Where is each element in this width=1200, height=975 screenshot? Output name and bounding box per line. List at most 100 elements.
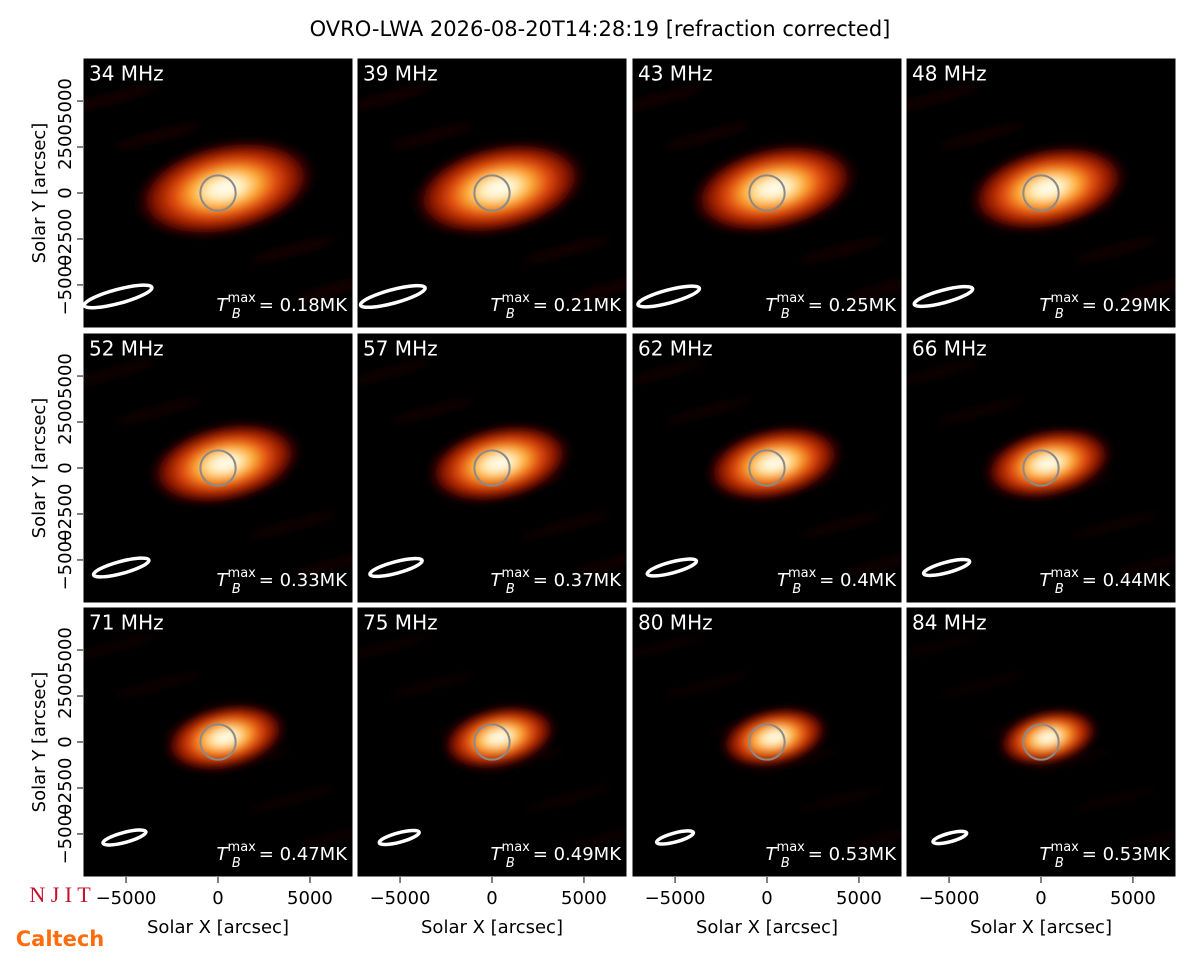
tb-symbol: T	[1040, 570, 1053, 591]
beam	[636, 284, 702, 309]
panel-image	[906, 333, 1176, 603]
tb-sub: B	[1055, 307, 1064, 322]
streak	[798, 511, 886, 539]
y-axis-label: Solar Y [arcsec]	[29, 123, 50, 264]
tb-sup: max	[502, 291, 531, 306]
tb-symbol: T	[217, 844, 230, 865]
tb-symbol: T	[217, 570, 230, 591]
logo-caltech: Caltech	[16, 927, 104, 951]
frequency-label: 34 MHz	[89, 62, 164, 86]
panel-image	[906, 607, 1176, 877]
logo-njit: N J I T	[29, 882, 91, 907]
streak	[357, 359, 431, 387]
streak	[294, 549, 353, 577]
streak	[906, 633, 980, 661]
tb-sub: B	[506, 582, 515, 597]
tb-annotation: Tmax B = 0.18MK	[217, 291, 349, 322]
streak	[114, 122, 202, 150]
tb-symbol: T	[1040, 295, 1053, 316]
panel: 48 MHz Tmax B = 0.29MK	[905, 57, 1177, 329]
tb-symbol: T	[766, 844, 779, 865]
tb-annotation: Tmax B = 0.33MK	[217, 566, 349, 597]
streak	[523, 236, 611, 264]
frequency-label: 57 MHz	[363, 337, 438, 361]
tb-sup: max	[777, 291, 806, 306]
panel-image	[906, 58, 1176, 328]
tb-value: = 0.25MK	[808, 295, 897, 316]
tb-annotation: Tmax B = 0.49MK	[491, 840, 623, 871]
solar-disk	[473, 723, 511, 761]
emission	[424, 422, 574, 505]
beam	[358, 283, 427, 310]
tb-annotation: Tmax B = 0.29MK	[1040, 291, 1172, 322]
tb-sub: B	[792, 582, 801, 597]
streak	[523, 511, 611, 539]
emission	[703, 424, 846, 503]
tb-value: = 0.44MK	[1082, 570, 1171, 591]
beam	[912, 284, 975, 309]
panel: 75 MHz Tmax B = 0.49MK −5000 0 5000 Solar X [ar…	[356, 606, 628, 938]
tb-sup: max	[502, 566, 531, 581]
solar-disk	[748, 449, 786, 487]
y-axis-label: Solar Y [arcsec]	[29, 398, 50, 539]
streak	[249, 785, 337, 813]
streak	[937, 397, 1025, 425]
panel: 66 MHz Tmax B = 0.44MK	[905, 332, 1177, 604]
tb-annotation: Tmax B = 0.44MK	[1040, 566, 1172, 597]
y-tick-label: 5000	[55, 627, 76, 673]
y-tick-label: 0	[55, 187, 76, 198]
tb-value: = 0.49MK	[533, 844, 622, 865]
streak	[798, 785, 886, 813]
streak	[568, 274, 627, 302]
streak	[632, 84, 706, 112]
tb-sup: max	[1051, 291, 1080, 306]
tb-sup: max	[1051, 840, 1080, 855]
panel: 80 MHz Tmax B = 0.53MK −5000 0 5000 Solar X [ar…	[631, 606, 903, 938]
x-axis-label: Solar X [arcsec]	[421, 917, 563, 938]
figure-title: OVRO-LWA 2026-08-20T14:28:19 [refraction…	[310, 17, 891, 41]
tb-symbol: T	[766, 295, 779, 316]
streak	[937, 122, 1025, 150]
streak	[294, 823, 353, 851]
emission	[161, 701, 289, 773]
y-tick-label: −5000	[55, 530, 76, 591]
tb-sub: B	[232, 582, 241, 597]
tb-sub: B	[781, 307, 790, 322]
streak	[388, 671, 476, 699]
tb-sub: B	[1055, 582, 1064, 597]
tb-value: = 0.47MK	[259, 844, 348, 865]
panel: 52 MHz Tmax B = 0.33MK −5000−2500 0 25005000So…	[29, 332, 354, 604]
panel-frame	[356, 332, 628, 604]
beam	[654, 829, 696, 846]
beam	[921, 557, 972, 578]
streak	[1117, 274, 1176, 302]
beam	[101, 828, 148, 847]
tb-symbol: T	[491, 844, 504, 865]
streak	[114, 397, 202, 425]
streak	[1072, 511, 1160, 539]
frequency-label: 71 MHz	[89, 611, 164, 635]
x-tick-label: 5000	[836, 888, 882, 909]
panel-frame	[356, 57, 628, 329]
streak	[388, 122, 476, 150]
tb-value: = 0.37MK	[533, 570, 622, 591]
frequency-label: 66 MHz	[912, 337, 987, 361]
beam	[83, 283, 154, 310]
emission	[146, 420, 304, 507]
y-tick-label: −5000	[55, 255, 76, 316]
streak	[83, 633, 157, 661]
tb-sub: B	[506, 307, 515, 322]
tb-annotation: Tmax B = 0.53MK	[1040, 840, 1172, 871]
x-tick-label: 0	[486, 888, 497, 909]
streak	[1027, 747, 1115, 775]
y-tick-label: 0	[55, 736, 76, 747]
emission	[131, 137, 319, 240]
emission	[688, 141, 861, 236]
panel-frame	[631, 57, 903, 329]
x-tick-label: 5000	[1110, 888, 1156, 909]
panel-image	[83, 58, 353, 328]
y-tick-label: 5000	[55, 78, 76, 124]
y-tick-label: −2500	[55, 484, 76, 545]
